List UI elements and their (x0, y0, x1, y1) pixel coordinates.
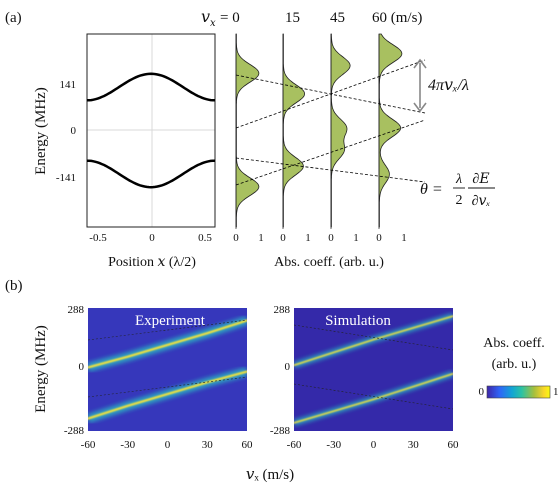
guide-lower-falling (235, 157, 426, 183)
colorbar-bar (486, 385, 551, 399)
velocity-header: 𝑣 𝑥 = 0 15 45 60 (m/s) (201, 9, 422, 29)
theta-lhs: θ = (420, 181, 443, 198)
velocity-symbol: 𝑣 (201, 9, 210, 26)
sim-x-tick: -60 (287, 439, 302, 451)
spectrum-3 (378, 33, 403, 228)
simulation-branches (294, 313, 453, 426)
branch-core-0 (88, 319, 247, 369)
spectra-x-tick: 1 (258, 232, 264, 244)
exp-y-tick: 288 (68, 304, 85, 316)
band-plot-frame (86, 33, 216, 228)
experiment-heatmap: Experiment (88, 308, 247, 431)
arrow-head-bottom-icon (413, 102, 427, 113)
simulation-dashed-2 (294, 383, 453, 410)
velocity-value-45: 45 (330, 10, 345, 26)
guide-upper-falling (235, 74, 426, 114)
sim-y-tick: -288 (270, 425, 291, 437)
exp-x-tick: 30 (202, 439, 214, 451)
experiment-branches (88, 316, 247, 423)
theta-frac-den: 2 (456, 193, 463, 208)
exp-y-tick: 0 (79, 361, 85, 373)
spectra-x-tick: 1 (353, 232, 359, 244)
colorbar-label-2: (arb. u.) (492, 357, 537, 372)
exp-y-tick: -288 (64, 425, 85, 437)
band-lower-curve (87, 159, 215, 189)
sim-x-tick: -30 (326, 439, 341, 451)
splitting-annotation: 4π𝑣ₓ/λ (413, 58, 469, 113)
panel-a-y-tick: 0 (71, 125, 77, 137)
branch-core-1 (294, 373, 453, 424)
dashed-guides (235, 59, 426, 186)
spectra-x-tick: 0 (280, 232, 286, 244)
absorption-spectra (235, 33, 403, 229)
panel-a-y-tick: 141 (60, 79, 77, 91)
panel-a-y-tick: -141 (56, 172, 76, 184)
sim-x-tick: 60 (448, 439, 460, 451)
theta-annotation: θ = λ 2 ∂𝐸 ∂𝑣ₓ (420, 172, 495, 209)
simulation-dashed-1 (294, 324, 453, 351)
sim-x-tick: 30 (408, 439, 420, 451)
spectra-x-ticks: 0 1 0 1 0 1 0 1 (233, 232, 407, 244)
simulation-background (294, 308, 453, 431)
panel-a-label: (a) (5, 10, 22, 26)
velocity-value-60: 60 (m/s) (372, 10, 422, 26)
exp-x-tick: -30 (120, 439, 135, 451)
simulation-heatmap: Simulation (294, 308, 453, 431)
exp-x-tick: 60 (242, 439, 254, 451)
spectrum-0 (235, 33, 260, 228)
spectra-x-tick: 0 (328, 232, 334, 244)
exp-x-tick: -60 (81, 439, 96, 451)
colorbar: Abs. coeff. (arb. u.) 0 1 (479, 336, 559, 399)
sim-x-tick: 0 (371, 439, 377, 451)
panel-b-label: (b) (5, 278, 23, 294)
colorbar-label-1: Abs. coeff. (483, 336, 545, 351)
experiment-dashed-2 (88, 376, 247, 398)
band-upper-curve (87, 72, 215, 102)
sim-y-tick: 288 (274, 304, 291, 316)
theta-deriv-den: ∂𝑣ₓ (472, 194, 491, 209)
velocity-value-0: = 0 (220, 10, 240, 26)
band-x-tick: 0 (149, 232, 155, 244)
colorbar-min-label: 0 (479, 386, 485, 398)
exp-x-tick: 0 (165, 439, 171, 451)
panel-a-y-axis-label: Energy (MHz) (33, 87, 49, 175)
spectra-x-tick: 1 (401, 232, 407, 244)
experiment-dashed-1 (88, 319, 247, 341)
heatmap-ticks: 288 0 -288 -60 -30 0 30 60 288 0 -288 -60 -30 0 30 60 (64, 304, 459, 451)
spectra-x-tick: 0 (376, 232, 382, 244)
band-x-tick: 0.5 (198, 232, 212, 244)
theta-deriv-num: ∂𝐸 (472, 172, 489, 187)
velocity-subscript: 𝑥 (210, 18, 216, 29)
spectrum-2 (330, 33, 351, 228)
splitting-label: 4π𝑣ₓ/λ (428, 77, 469, 94)
band-plot (86, 33, 216, 228)
guide-lower-rising (235, 119, 426, 186)
sim-y-tick: 0 (285, 361, 291, 373)
spectra-x-tick: 1 (305, 232, 311, 244)
simulation-title: Simulation (325, 313, 391, 329)
spectra-x-axis-label: Abs. coeff. (arb. u.) (274, 255, 384, 270)
theta-frac-num: λ (455, 172, 462, 187)
spectrum-1 (282, 33, 306, 228)
band-x-tick: -0.5 (89, 232, 107, 244)
branch-core-1 (88, 370, 247, 420)
panel-b-x-axis-label: 𝑣ₓ (m/s) (246, 467, 294, 483)
spectra-x-tick: 0 (233, 232, 239, 244)
band-x-axis-label: Position 𝑥 (λ/2) (108, 255, 196, 270)
arrow-head-top-icon (413, 58, 427, 69)
panel-b-y-axis-label: Energy (MHz) (33, 325, 49, 413)
branch-core-0 (294, 315, 453, 366)
velocity-value-15: 15 (285, 10, 300, 26)
experiment-title: Experiment (135, 313, 206, 329)
colorbar-max-label: 1 (553, 386, 559, 398)
